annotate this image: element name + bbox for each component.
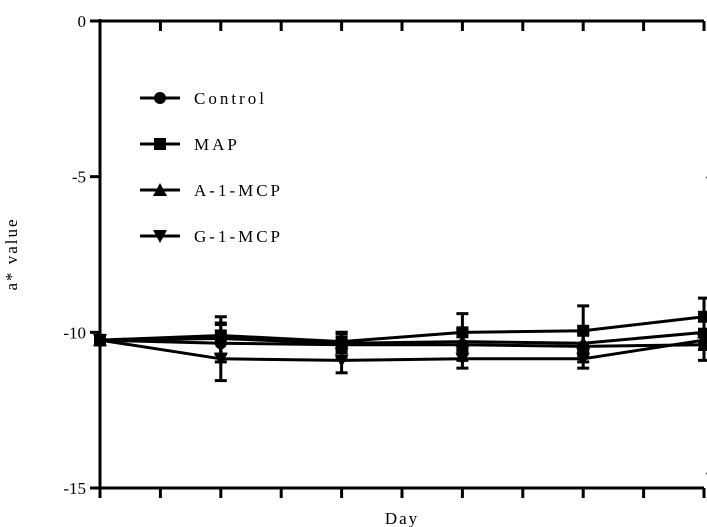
- annotation-mark: .: [705, 459, 707, 478]
- legend-label: Control: [194, 89, 267, 108]
- legend-marker: [154, 138, 166, 150]
- y-tick-label: -5: [72, 168, 86, 187]
- series-line-g-1-mcp: [99, 338, 705, 362]
- data-point: [697, 334, 707, 348]
- y-tick-label: -10: [63, 323, 86, 342]
- data-point: [455, 334, 470, 348]
- series-line-map: [99, 315, 705, 344]
- legend-label: G-1-MCP: [194, 227, 283, 246]
- legend-marker: [153, 183, 167, 196]
- axes: -15 -10 -5 0..: [63, 12, 707, 498]
- series-line-control: [99, 338, 705, 348]
- series-line-a-1-mcp: [99, 330, 705, 345]
- x-axis-title: Day: [385, 509, 419, 527]
- data-point: [455, 352, 470, 366]
- legend-item-a-1-mcp: A-1-MCP: [140, 181, 283, 200]
- y-tick-label: -15: [63, 479, 86, 498]
- legend-item-map: MAP: [140, 135, 240, 154]
- annotation-mark: .: [705, 164, 707, 183]
- data-point: [698, 310, 707, 323]
- data-point: [576, 352, 591, 366]
- y-axis-title: a* value: [2, 217, 21, 290]
- series-layer: [93, 296, 707, 383]
- legend-item-g-1-mcp: G-1-MCP: [140, 227, 283, 246]
- data-point: [576, 336, 591, 350]
- legend-item-control: Control: [140, 89, 267, 108]
- legend-label: MAP: [194, 135, 240, 154]
- data-point: [334, 354, 349, 368]
- legend-label: A-1-MCP: [194, 181, 283, 200]
- legend: Control MAP A-1-MCP G-1-MCP: [140, 89, 283, 246]
- data-point: [213, 352, 228, 366]
- data-point: [93, 334, 107, 348]
- legend-marker: [154, 92, 166, 104]
- legend-marker: [153, 230, 167, 243]
- y-tick-label: 0: [78, 12, 87, 31]
- data-point: [334, 336, 349, 350]
- series-g-1-mcp: [93, 329, 707, 383]
